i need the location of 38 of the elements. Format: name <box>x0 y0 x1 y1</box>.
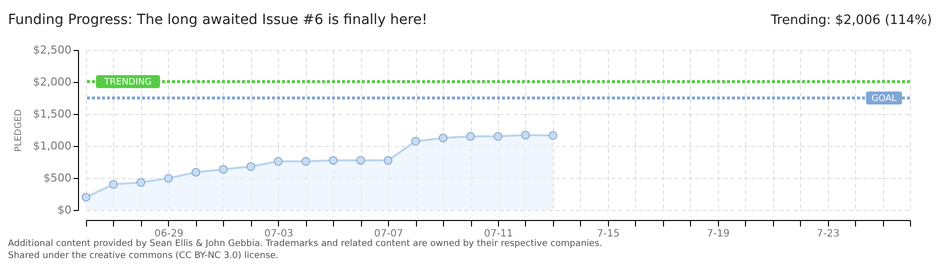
point <box>82 192 90 202</box>
point <box>466 132 475 141</box>
x-tick-label: 06-29 <box>154 228 184 240</box>
y-tick-label: $1,000 <box>33 140 72 152</box>
y-tick-label: $2,500 <box>33 44 72 56</box>
y-tick-label: $0 <box>58 204 72 216</box>
point <box>494 132 502 141</box>
x-tick-label: 7-19 <box>706 228 730 240</box>
ref-line-label: GOAL <box>871 94 897 104</box>
point <box>328 156 338 165</box>
y-axis-title: PLEDGED <box>14 109 24 152</box>
point <box>246 162 256 171</box>
y-tick-label: $2,000 <box>33 76 72 88</box>
text: Shared under the creative commons (CC BY-NC 3.0) license. <box>8 251 279 261</box>
point <box>356 156 366 165</box>
point <box>301 156 310 166</box>
point <box>164 174 173 183</box>
point <box>136 178 146 187</box>
point <box>191 168 200 177</box>
x-tick-label: 7-15 <box>597 228 620 240</box>
point <box>274 156 283 166</box>
y-tick-label: $1,500 <box>33 108 72 120</box>
x-tick-label: 7-23 <box>816 228 840 240</box>
x-tick-label: 07-03 <box>264 228 294 240</box>
text: Additional content provided by Sean Ellis & John Gebbia. Trademarks and related content are owned by their respective companies. <box>8 239 602 249</box>
point <box>411 136 420 146</box>
point <box>109 180 118 189</box>
chart-subtitle: Trending: $2,006 (114%) <box>770 13 932 28</box>
point <box>384 156 393 165</box>
point <box>218 164 228 174</box>
x-tick-label: 07-11 <box>484 228 514 240</box>
point <box>548 131 558 140</box>
x-tick-label: 07-07 <box>374 228 404 240</box>
y-tick-label: $500 <box>44 172 72 184</box>
chart-title: Funding Progress: The long awaited Issue #6 is finally here! <box>8 12 428 28</box>
ref-line-label: TRENDING <box>103 78 152 88</box>
point <box>438 134 448 142</box>
point <box>521 130 530 140</box>
